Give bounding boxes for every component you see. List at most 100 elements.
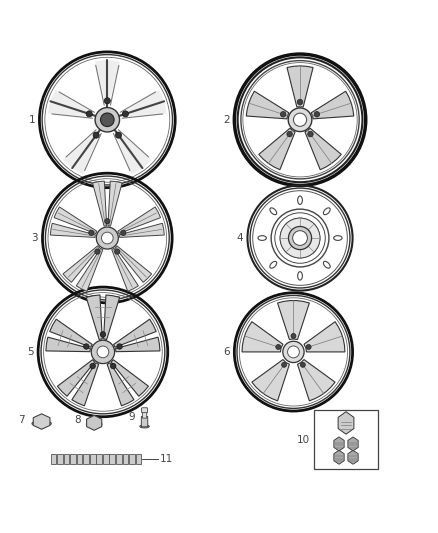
Text: 2: 2 bbox=[223, 115, 230, 125]
Circle shape bbox=[44, 293, 162, 411]
Circle shape bbox=[88, 230, 94, 236]
Circle shape bbox=[97, 346, 109, 358]
Circle shape bbox=[239, 298, 348, 406]
Ellipse shape bbox=[323, 261, 330, 268]
Text: 5: 5 bbox=[27, 347, 34, 357]
Circle shape bbox=[289, 227, 311, 249]
Circle shape bbox=[287, 346, 300, 358]
Text: 9: 9 bbox=[128, 412, 135, 422]
Polygon shape bbox=[259, 128, 295, 169]
Polygon shape bbox=[107, 363, 134, 406]
Circle shape bbox=[110, 364, 116, 369]
Ellipse shape bbox=[323, 208, 330, 215]
Polygon shape bbox=[57, 360, 95, 396]
Polygon shape bbox=[113, 319, 156, 348]
Polygon shape bbox=[338, 411, 354, 434]
FancyBboxPatch shape bbox=[96, 455, 102, 464]
Circle shape bbox=[300, 362, 305, 367]
Circle shape bbox=[117, 344, 122, 349]
Circle shape bbox=[297, 99, 303, 105]
Text: 3: 3 bbox=[32, 233, 38, 243]
Text: 4: 4 bbox=[237, 233, 243, 243]
FancyBboxPatch shape bbox=[57, 455, 63, 464]
Circle shape bbox=[48, 179, 166, 297]
Polygon shape bbox=[33, 414, 50, 429]
FancyBboxPatch shape bbox=[129, 455, 135, 464]
Text: 6: 6 bbox=[223, 347, 230, 357]
FancyBboxPatch shape bbox=[141, 408, 148, 413]
Circle shape bbox=[116, 132, 121, 138]
Circle shape bbox=[93, 132, 99, 138]
Polygon shape bbox=[49, 319, 92, 348]
Polygon shape bbox=[54, 207, 97, 233]
Circle shape bbox=[288, 108, 312, 132]
Circle shape bbox=[105, 219, 110, 224]
Text: 7: 7 bbox=[18, 415, 24, 425]
Circle shape bbox=[314, 111, 320, 117]
Polygon shape bbox=[287, 66, 313, 107]
FancyBboxPatch shape bbox=[314, 410, 378, 469]
Polygon shape bbox=[116, 337, 160, 352]
Polygon shape bbox=[63, 130, 100, 174]
Polygon shape bbox=[115, 246, 152, 282]
FancyBboxPatch shape bbox=[142, 410, 147, 418]
FancyBboxPatch shape bbox=[116, 455, 122, 464]
FancyBboxPatch shape bbox=[77, 455, 82, 464]
FancyBboxPatch shape bbox=[123, 455, 128, 464]
Polygon shape bbox=[92, 181, 107, 226]
Circle shape bbox=[84, 344, 89, 349]
Circle shape bbox=[96, 227, 118, 249]
Polygon shape bbox=[63, 246, 99, 282]
Circle shape bbox=[104, 98, 110, 104]
Polygon shape bbox=[50, 223, 95, 237]
Polygon shape bbox=[108, 181, 122, 226]
Polygon shape bbox=[104, 295, 120, 340]
Polygon shape bbox=[246, 91, 289, 119]
FancyBboxPatch shape bbox=[103, 455, 109, 464]
Ellipse shape bbox=[298, 272, 302, 280]
Polygon shape bbox=[348, 450, 358, 464]
Polygon shape bbox=[120, 90, 167, 117]
FancyBboxPatch shape bbox=[110, 455, 115, 464]
Polygon shape bbox=[48, 90, 95, 117]
Circle shape bbox=[95, 108, 120, 132]
Circle shape bbox=[102, 232, 113, 244]
Circle shape bbox=[283, 341, 304, 362]
Polygon shape bbox=[87, 415, 102, 430]
Circle shape bbox=[121, 230, 126, 236]
Text: 10: 10 bbox=[297, 434, 310, 445]
Circle shape bbox=[293, 231, 307, 245]
Polygon shape bbox=[334, 450, 344, 464]
Circle shape bbox=[280, 111, 286, 117]
Text: 11: 11 bbox=[160, 454, 173, 464]
Ellipse shape bbox=[140, 425, 149, 428]
Polygon shape bbox=[334, 437, 344, 451]
Polygon shape bbox=[76, 248, 103, 292]
Circle shape bbox=[86, 111, 92, 117]
Circle shape bbox=[115, 249, 120, 254]
Circle shape bbox=[291, 334, 296, 338]
Circle shape bbox=[90, 364, 95, 369]
Ellipse shape bbox=[258, 236, 266, 240]
Ellipse shape bbox=[270, 261, 277, 268]
Polygon shape bbox=[119, 223, 164, 237]
FancyBboxPatch shape bbox=[50, 455, 56, 464]
Circle shape bbox=[91, 340, 115, 364]
Text: 1: 1 bbox=[28, 115, 35, 125]
Polygon shape bbox=[46, 337, 90, 352]
FancyBboxPatch shape bbox=[70, 455, 76, 464]
Polygon shape bbox=[118, 207, 161, 233]
Circle shape bbox=[45, 58, 170, 182]
Circle shape bbox=[308, 131, 313, 137]
Polygon shape bbox=[311, 91, 354, 119]
Polygon shape bbox=[111, 360, 148, 396]
Polygon shape bbox=[252, 360, 290, 401]
Circle shape bbox=[293, 113, 307, 126]
Polygon shape bbox=[242, 322, 283, 352]
Circle shape bbox=[122, 111, 128, 117]
Polygon shape bbox=[114, 130, 152, 174]
Polygon shape bbox=[95, 60, 120, 106]
Circle shape bbox=[280, 218, 320, 258]
FancyBboxPatch shape bbox=[136, 455, 141, 464]
Circle shape bbox=[306, 344, 311, 350]
